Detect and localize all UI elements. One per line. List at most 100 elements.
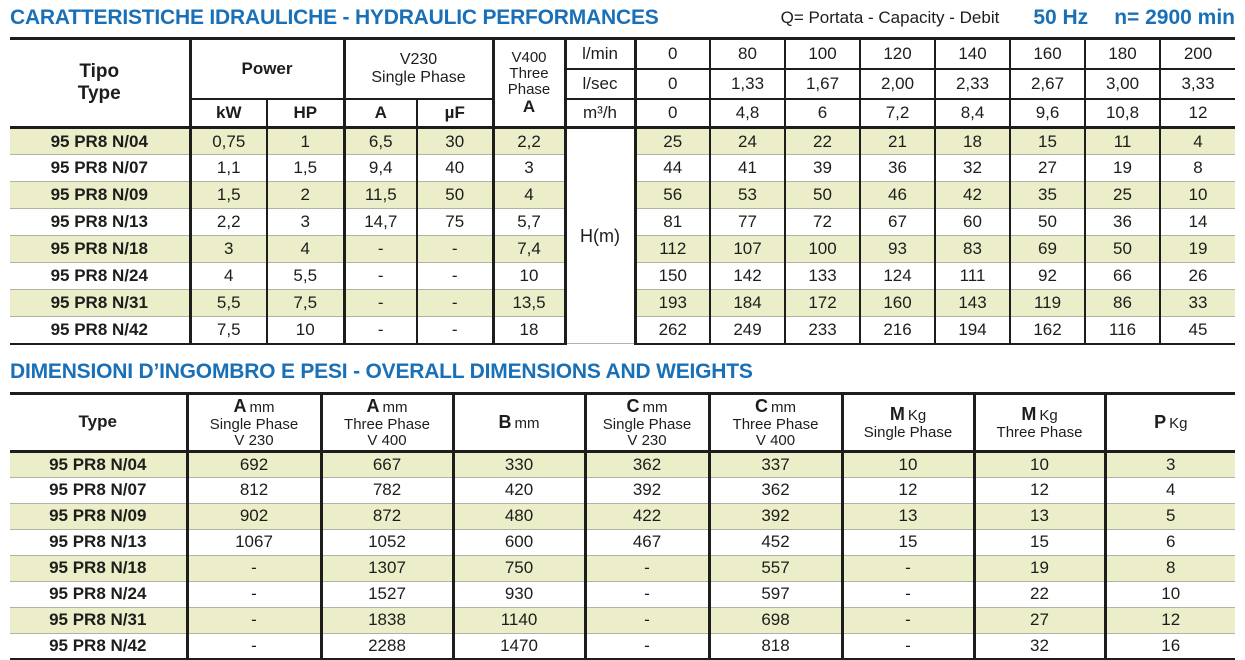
- motor-value-cell: -: [344, 317, 417, 344]
- dimension-value-cell: 2288: [321, 633, 453, 659]
- flow-row-lmin: Tipo Type Power V230 Single Phase V400 T…: [10, 39, 1235, 70]
- v230-label: V230: [348, 51, 490, 69]
- pump-type-cell: 95 PR8 N/13: [10, 209, 190, 236]
- dimension-value-cell: 467: [585, 529, 709, 555]
- head-value-cell: 72: [785, 209, 860, 236]
- head-value-cell: 44: [635, 155, 710, 182]
- motor-value-cell: 40: [417, 155, 493, 182]
- hydraulic-title-bar: CARATTERISTICHE IDRAULICHE - HYDRAULIC P…: [10, 6, 1235, 30]
- motor-value-cell: 2,2: [493, 128, 565, 155]
- head-value-cell: 14: [1160, 209, 1235, 236]
- head-value-cell: 45: [1160, 317, 1235, 344]
- dimension-value-cell: -: [585, 555, 709, 581]
- head-value-cell: 83: [935, 236, 1010, 263]
- head-value-cell: 193: [635, 290, 710, 317]
- head-value-cell: 81: [635, 209, 710, 236]
- pump-type-cell: 95 PR8 N/13: [10, 529, 187, 555]
- dimension-value-cell: 1470: [453, 633, 585, 659]
- head-value-cell: 216: [860, 317, 935, 344]
- pump-type-cell: 95 PR8 N/09: [10, 503, 187, 529]
- dimension-value-cell: 362: [709, 477, 842, 503]
- head-value-cell: 69: [1010, 236, 1085, 263]
- v230-group-header: V230 Single Phase: [344, 39, 493, 100]
- head-value-cell: 36: [1085, 209, 1160, 236]
- head-value-cell: 15: [1010, 128, 1085, 155]
- dimension-value-cell: 750: [453, 555, 585, 581]
- dimension-value-cell: 337: [709, 451, 842, 477]
- head-value-cell: 19: [1085, 155, 1160, 182]
- motor-value-cell: -: [417, 290, 493, 317]
- motor-value-cell: 7,5: [190, 317, 267, 344]
- hp-header: HP: [267, 99, 344, 128]
- motor-value-cell: -: [417, 236, 493, 263]
- dimension-value-cell: 8: [1105, 555, 1235, 581]
- head-value-cell: 86: [1085, 290, 1160, 317]
- dimension-value-cell: 392: [585, 477, 709, 503]
- motor-value-cell: 1,5: [267, 155, 344, 182]
- head-value-cell: 50: [785, 182, 860, 209]
- flow-value-cell: 160: [1010, 39, 1085, 70]
- dimension-value-cell: 818: [709, 633, 842, 659]
- single-phase-label: Single Phase: [348, 69, 490, 87]
- dimension-value-cell: 15: [974, 529, 1105, 555]
- motor-value-cell: 4: [267, 236, 344, 263]
- motor-value-cell: 5,5: [267, 263, 344, 290]
- motor-value-cell: 14,7: [344, 209, 417, 236]
- flow-value-cell: 4,8: [710, 99, 785, 128]
- capacity-note: Q= Portata - Capacity - Debit: [781, 8, 1000, 28]
- head-value-cell: 33: [1160, 290, 1235, 317]
- head-value-cell: 60: [935, 209, 1010, 236]
- flow-unit-lmin: l/min: [565, 39, 635, 70]
- dimension-value-cell: 1838: [321, 607, 453, 633]
- dimension-value-cell: 32: [974, 633, 1105, 659]
- dimension-value-cell: -: [187, 633, 321, 659]
- head-value-cell: 119: [1010, 290, 1085, 317]
- head-value-cell: 93: [860, 236, 935, 263]
- three-label: Three: [497, 66, 562, 82]
- flow-value-cell: 120: [860, 39, 935, 70]
- dimension-value-cell: 5: [1105, 503, 1235, 529]
- dimension-value-cell: 902: [187, 503, 321, 529]
- flow-value-cell: 3,33: [1160, 69, 1235, 99]
- flow-value-cell: 100: [785, 39, 860, 70]
- motor-value-cell: 3: [267, 209, 344, 236]
- dimension-value-cell: 16: [1105, 633, 1235, 659]
- flow-value-cell: 12: [1160, 99, 1235, 128]
- head-value-cell: 41: [710, 155, 785, 182]
- head-value-cell: 53: [710, 182, 785, 209]
- dimension-value-cell: 15: [842, 529, 974, 555]
- v400-group-header: V400 Three Phase A: [493, 39, 565, 128]
- motor-value-cell: 1: [267, 128, 344, 155]
- dimension-value-cell: 10: [974, 451, 1105, 477]
- head-value-cell: 142: [710, 263, 785, 290]
- flow-value-cell: 8,4: [935, 99, 1010, 128]
- head-value-cell: 11: [1085, 128, 1160, 155]
- type-column-header: Tipo Type: [10, 39, 190, 128]
- pump-type-cell: 95 PR8 N/24: [10, 581, 187, 607]
- flow-value-cell: 1,67: [785, 69, 860, 99]
- dimension-value-cell: 1140: [453, 607, 585, 633]
- head-value-cell: 143: [935, 290, 1010, 317]
- dimension-value-cell: 392: [709, 503, 842, 529]
- dimension-value-cell: 872: [321, 503, 453, 529]
- head-value-cell: 50: [1085, 236, 1160, 263]
- head-value-cell: 194: [935, 317, 1010, 344]
- head-value-cell: 184: [710, 290, 785, 317]
- motor-value-cell: 1,1: [190, 155, 267, 182]
- dimension-value-cell: 480: [453, 503, 585, 529]
- flow-value-cell: 0: [635, 69, 710, 99]
- dimension-value-cell: -: [842, 633, 974, 659]
- motor-value-cell: 2,2: [190, 209, 267, 236]
- head-value-cell: 25: [1085, 182, 1160, 209]
- head-value-cell: 19: [1160, 236, 1235, 263]
- flow-value-cell: 180: [1085, 39, 1160, 70]
